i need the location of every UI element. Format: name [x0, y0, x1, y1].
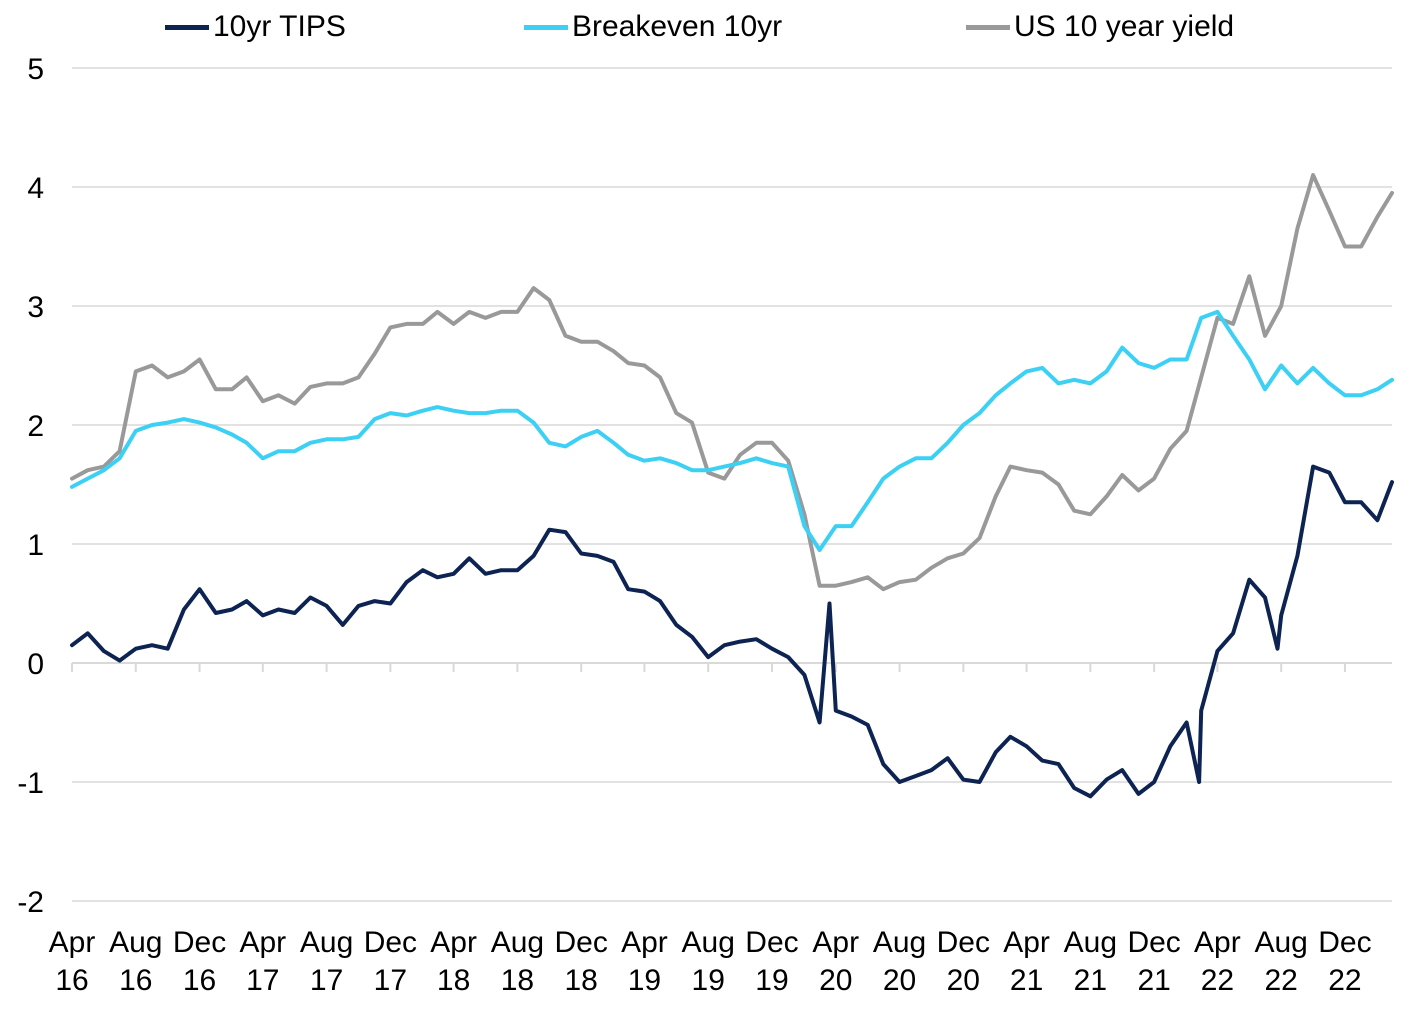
x-tick-month: Aug	[1064, 926, 1117, 959]
legend-item-us10y: US 10 year yield	[966, 10, 1234, 44]
y-tick-label: -2	[17, 886, 44, 919]
x-axis: Apr 16 Aug 16 Dec 16 Apr 17 Aug 17 Dec 17 Apr 18 Aug 18…	[49, 662, 1392, 997]
series-lines	[70, 173, 1394, 799]
x-tick-year: 22	[1264, 964, 1297, 997]
legend-item-tips: 10yr TIPS	[165, 10, 346, 44]
y-tick-label: 3	[27, 291, 44, 324]
x-tick-year: 17	[246, 964, 279, 997]
y-tick-label: 2	[27, 410, 44, 443]
legend-label-us10y: US 10 year yield	[1014, 10, 1235, 43]
x-tick-month: Aug	[300, 926, 353, 959]
x-tick-month: Dec	[745, 926, 798, 959]
legend-swatch-us10y	[966, 24, 1010, 30]
x-tick-year: 19	[628, 964, 661, 997]
x-tick-month: Aug	[491, 926, 544, 959]
x-tick-month: Aug	[109, 926, 162, 959]
x-tick-month: Dec	[1318, 926, 1371, 959]
x-tick-year: 17	[374, 964, 407, 997]
series-line-0	[70, 464, 1394, 799]
x-tick-year: 18	[501, 964, 534, 997]
x-tick-month: Aug	[873, 926, 926, 959]
y-axis-ticks: 5 4 3 2 1 0 -1 -2	[17, 53, 44, 919]
x-tick-month: Apr	[430, 926, 477, 959]
legend-label-breakeven: Breakeven 10yr	[572, 10, 783, 43]
legend-label-tips: 10yr TIPS	[213, 10, 346, 43]
series-line-2	[70, 173, 1394, 592]
x-tick-year: 18	[437, 964, 470, 997]
y-tick-label: 4	[27, 172, 44, 205]
x-tick-year: 21	[1137, 964, 1170, 997]
x-tick-year: 20	[819, 964, 852, 997]
x-tick-month: Dec	[1127, 926, 1180, 959]
x-tick-year: 22	[1201, 964, 1234, 997]
x-tick-month: Apr	[812, 926, 859, 959]
x-tick-month: Apr	[621, 926, 668, 959]
chart-legend: 10yr TIPS Breakeven 10yr US 10 year yiel…	[0, 10, 1415, 54]
x-tick-month: Apr	[1003, 926, 1050, 959]
x-tick-month: Dec	[555, 926, 608, 959]
x-tick-month: Aug	[682, 926, 735, 959]
x-tick-year: 20	[883, 964, 916, 997]
x-tick-year: 19	[755, 964, 788, 997]
x-tick-year: 16	[55, 964, 88, 997]
y-tick-label: -1	[17, 767, 44, 800]
x-tick-year: 19	[692, 964, 725, 997]
legend-swatch-tips	[165, 24, 209, 30]
x-tick-month: Apr	[239, 926, 286, 959]
legend-item-breakeven: Breakeven 10yr	[524, 10, 782, 44]
x-tick-month: Dec	[173, 926, 226, 959]
x-tick-year: 16	[183, 964, 216, 997]
x-tick-year: 21	[1010, 964, 1043, 997]
x-tick-month: Apr	[49, 926, 96, 959]
y-tick-label: 1	[27, 529, 44, 562]
y-tick-label: 5	[27, 53, 44, 86]
x-tick-month: Dec	[364, 926, 417, 959]
x-tick-month: Dec	[937, 926, 990, 959]
x-tick-year: 20	[947, 964, 980, 997]
x-tick-month: Aug	[1254, 926, 1307, 959]
x-tick-year: 21	[1074, 964, 1107, 997]
x-tick-year: 16	[119, 964, 152, 997]
x-tick-year: 17	[310, 964, 343, 997]
grid-lines	[72, 67, 1392, 902]
x-tick-month: Apr	[1194, 926, 1241, 959]
legend-swatch-breakeven	[524, 24, 568, 30]
x-tick-year: 18	[564, 964, 597, 997]
series-line-1	[70, 309, 1394, 552]
x-tick-year: 22	[1328, 964, 1361, 997]
y-tick-label: 0	[27, 648, 44, 681]
